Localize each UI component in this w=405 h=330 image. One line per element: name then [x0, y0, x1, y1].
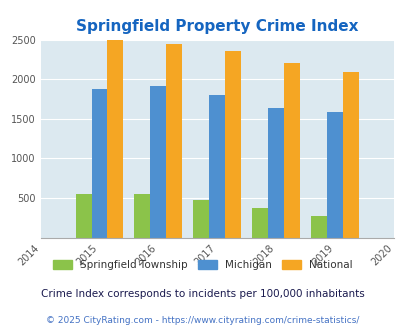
Text: Crime Index corresponds to incidents per 100,000 inhabitants: Crime Index corresponds to incidents per… — [41, 289, 364, 299]
Bar — [342, 72, 358, 238]
Bar — [310, 216, 326, 238]
Bar — [225, 51, 241, 238]
Bar — [252, 208, 267, 238]
Bar — [91, 89, 107, 238]
Text: © 2025 CityRating.com - https://www.cityrating.com/crime-statistics/: © 2025 CityRating.com - https://www.city… — [46, 316, 359, 325]
Bar — [284, 63, 299, 238]
Bar — [267, 108, 284, 238]
Bar — [75, 194, 91, 238]
Bar — [107, 40, 123, 238]
Bar — [209, 95, 225, 238]
Bar — [166, 44, 182, 238]
Bar — [150, 85, 166, 238]
Legend: Springfield Township, Michigan, National: Springfield Township, Michigan, National — [49, 256, 356, 275]
Bar — [134, 194, 150, 238]
Title: Springfield Property Crime Index: Springfield Property Crime Index — [76, 19, 358, 34]
Bar — [326, 113, 342, 238]
Bar — [193, 200, 209, 238]
